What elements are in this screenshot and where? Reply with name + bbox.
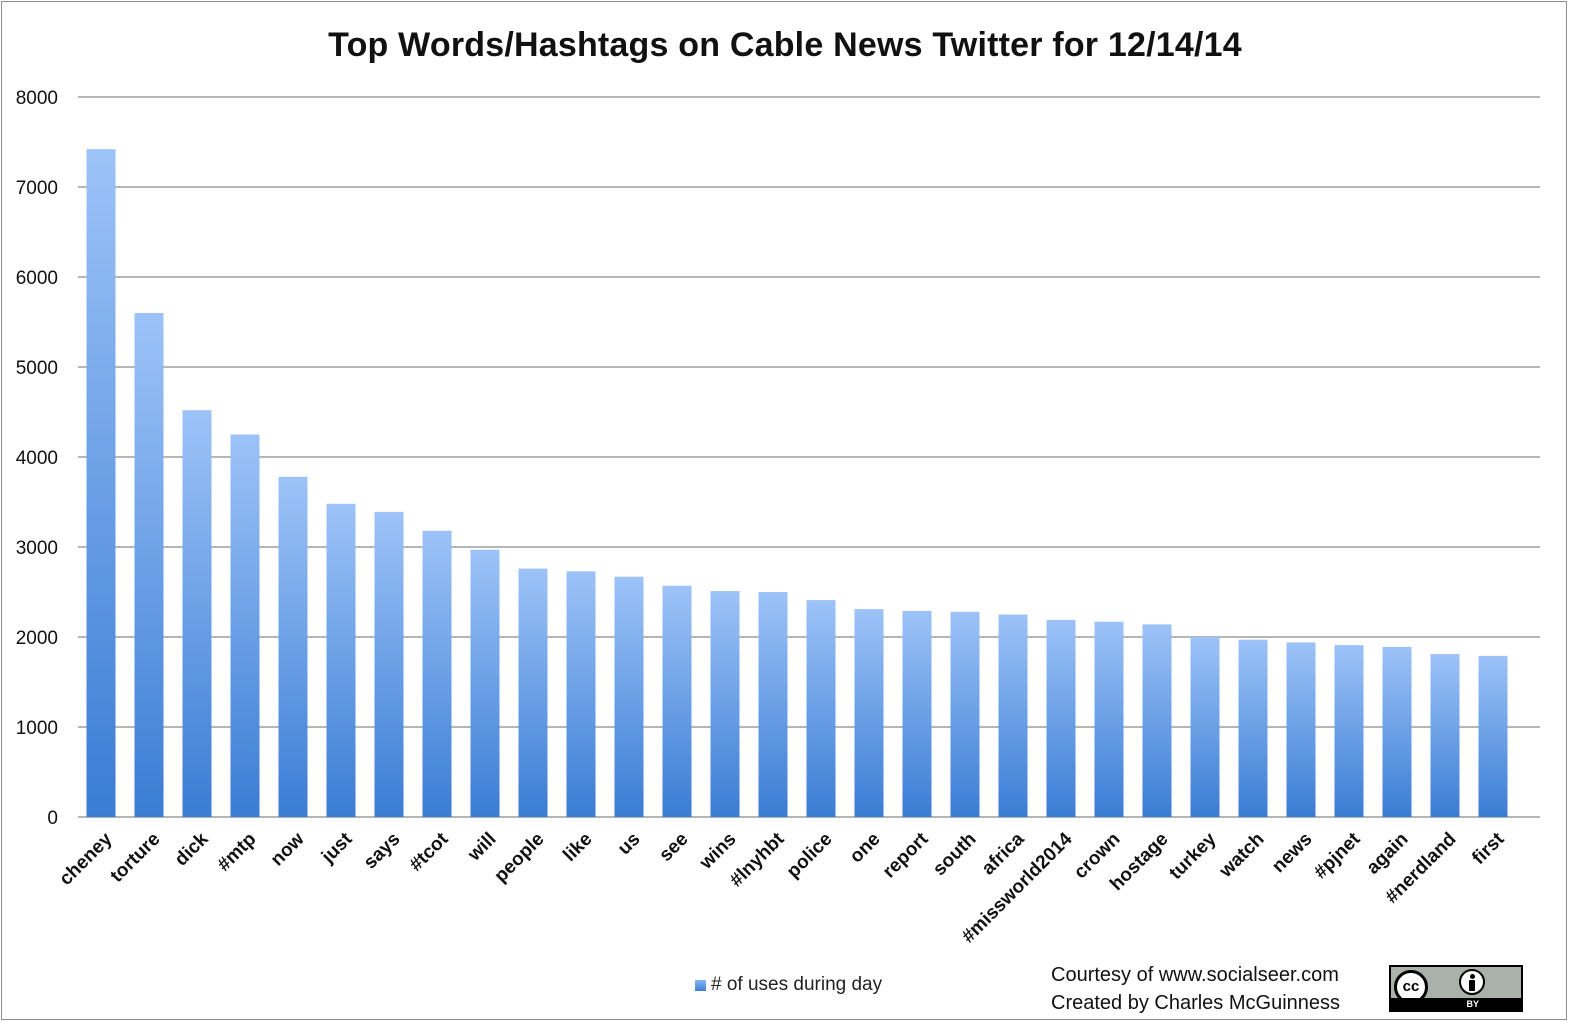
bar-tcot	[422, 530, 452, 817]
chart-title: Top Words/Hashtags on Cable News Twitter…	[328, 26, 1242, 64]
bar-mtp	[230, 434, 260, 817]
bar-lnyhbt	[758, 592, 788, 817]
bar-hostage	[1142, 624, 1172, 817]
y-tick-label: 3000	[16, 538, 58, 559]
credits-author: Created by Charles McGuinness	[1051, 992, 1341, 1014]
bar-dick	[182, 410, 212, 817]
bar-pjnet	[1334, 645, 1364, 817]
y-tick-label: 4000	[16, 448, 58, 469]
x-tick-label: #lnyhbt	[726, 828, 789, 891]
bar-nerdland	[1430, 654, 1460, 817]
x-tick-label: news	[1268, 829, 1316, 877]
x-tick-label: dick	[171, 828, 213, 870]
credits-courtesy: Courtesy of www.socialseer.com	[1051, 964, 1339, 986]
bar-missworld2014	[1046, 619, 1076, 817]
bar-watch	[1238, 639, 1268, 817]
y-tick-label: 1000	[16, 718, 58, 739]
y-tick-label: 0	[47, 808, 58, 829]
x-tick-label: first	[1468, 828, 1509, 869]
x-tick-label: people	[490, 829, 548, 887]
bar-will	[470, 549, 500, 817]
x-tick-label: report	[879, 828, 933, 882]
legend-swatch	[695, 979, 706, 991]
y-tick-label: 5000	[16, 358, 58, 379]
x-tick-label: just	[317, 828, 357, 868]
bar-police	[806, 600, 836, 817]
legend-label: # of uses during day	[711, 974, 883, 995]
attribution-person-icon	[1459, 969, 1485, 995]
bar-just	[326, 503, 356, 817]
y-tick-label: 2000	[16, 628, 58, 649]
creative-commons-by-icon: cc BY	[1389, 965, 1523, 1012]
bar-torture	[134, 313, 164, 817]
bar-turkey	[1190, 637, 1220, 817]
bar-report	[902, 610, 932, 817]
legend: # of uses during day	[695, 974, 882, 996]
x-tick-label: torture	[106, 829, 164, 887]
cc-by-label: BY	[1466, 999, 1479, 1009]
bar-one	[854, 609, 884, 817]
bar-now	[278, 476, 308, 817]
bar-news	[1286, 642, 1316, 817]
x-tick-label: #pjnet	[1310, 828, 1365, 883]
x-tick-label: south	[929, 829, 980, 880]
x-tick-label: now	[267, 829, 309, 871]
bar-see	[662, 585, 692, 817]
bar-south	[950, 611, 980, 817]
bar-us	[614, 576, 644, 817]
credits: Courtesy of www.socialseer.com Created b…	[1051, 961, 1340, 1017]
x-tick-label: says	[360, 829, 405, 874]
bar-like	[566, 571, 596, 817]
x-tick-label: #tcot	[406, 828, 453, 875]
y-tick-label: 7000	[16, 178, 58, 199]
x-tick-label: turkey	[1165, 828, 1220, 883]
y-tick-label: 6000	[16, 268, 58, 289]
cc-label-strip: BY	[1391, 998, 1521, 1010]
x-tick-label: one	[846, 829, 885, 868]
bar-wins	[710, 591, 740, 817]
x-tick-label: police	[783, 829, 837, 883]
x-tick-label: will	[463, 829, 500, 866]
x-tick-label: like	[559, 829, 596, 866]
bar-cheney	[86, 149, 116, 817]
bar-again	[1382, 646, 1412, 817]
x-tick-label: watch	[1215, 829, 1269, 883]
x-tick-label: see	[655, 829, 692, 866]
bar-first	[1478, 655, 1508, 817]
x-tick-label: us	[614, 829, 645, 860]
x-tick-label: cheney	[55, 828, 116, 889]
bar-people	[518, 568, 548, 817]
bar-crown	[1094, 621, 1124, 817]
bar-africa	[998, 614, 1028, 817]
y-tick-label: 8000	[16, 88, 58, 109]
bar-says	[374, 511, 404, 817]
x-tick-label: #mtp	[214, 829, 261, 876]
